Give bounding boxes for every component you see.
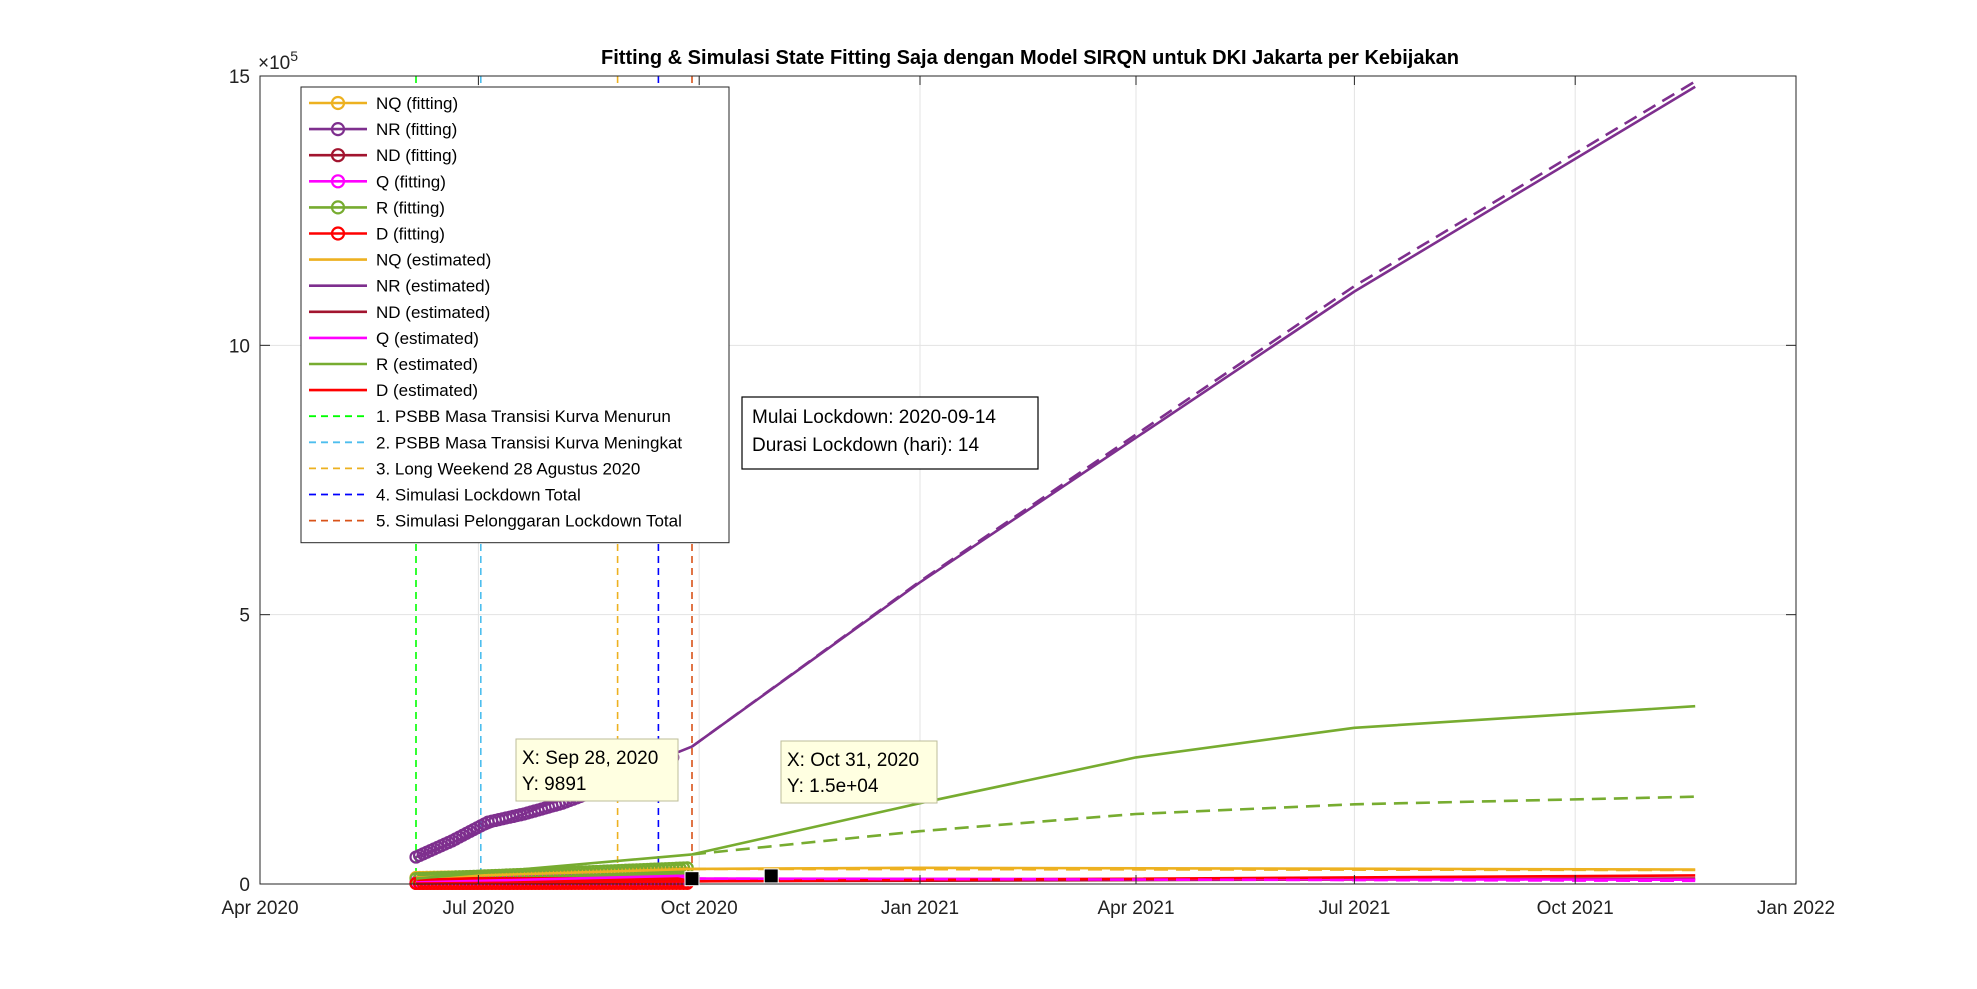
datatip-y: Y: 1.5e+04 — [787, 776, 879, 797]
x-tick-label: Jan 2022 — [1757, 898, 1835, 919]
y-tick-label: 5 — [239, 606, 250, 627]
legend-entry: R (estimated) — [309, 355, 478, 374]
datatip-y: Y: 9891 — [522, 774, 586, 795]
legend-label: NQ (fitting) — [376, 94, 458, 113]
datatip: X: Sep 28, 2020 Y: 9891 — [515, 738, 700, 887]
simulation-line — [691, 80, 1696, 748]
legend-marker — [330, 200, 346, 215]
datatip-box — [515, 738, 679, 802]
legend-entry: 5. Simulasi Pelonggaran Lockdown Total — [309, 512, 682, 531]
legend-label: Q (fitting) — [376, 172, 446, 191]
legend-entry: Q (estimated) — [309, 329, 479, 348]
legend-entry: R (fitting) — [309, 198, 445, 217]
legend-entry: NR (estimated) — [309, 277, 490, 296]
datatip-marker — [684, 871, 700, 887]
legend-label: R (fitting) — [376, 198, 445, 217]
x-tick-label: Jul 2021 — [1318, 898, 1390, 919]
legend-label: 2. PSBB Masa Transisi Kurva Meningkat — [376, 433, 682, 452]
legend-frame — [300, 86, 730, 544]
annotation-frame — [741, 396, 1039, 470]
x-axis: Apr 2020 Jul 2020 Oct 2020 Jan 2021 Apr 2021… — [221, 76, 1835, 919]
datatip: X: Oct 31, 2020 Y: 1.5e+04 — [763, 740, 938, 884]
legend-entry: ND (estimated) — [309, 303, 490, 322]
legend-entry: NQ (estimated) — [309, 251, 491, 270]
lockdown-annotation-box: Mulai Lockdown: 2020-09-14 Durasi Lockdo… — [741, 396, 1039, 470]
legend-label: D (estimated) — [376, 381, 478, 400]
x-tick-label: Apr 2021 — [1097, 898, 1174, 919]
legend-entry: 2. PSBB Masa Transisi Kurva Meningkat — [309, 433, 682, 452]
series-line — [415, 704, 1696, 880]
legend-marker — [330, 148, 346, 163]
annotation-line-start: Mulai Lockdown: 2020-09-14 — [752, 407, 996, 428]
legend-entry: 1. PSBB Masa Transisi Kurva Menurun — [309, 407, 671, 426]
y-axis: 0 5 10 15 — [229, 67, 1796, 896]
legend-entry: NQ (fitting) — [309, 94, 458, 113]
legend-label: Q (estimated) — [376, 329, 479, 348]
legend-label: 1. PSBB Masa Transisi Kurva Menurun — [376, 407, 671, 426]
simulation-line — [691, 867, 1696, 872]
legend-label: NR (estimated) — [376, 277, 490, 296]
simulation-line — [691, 795, 1696, 856]
legend-marker — [330, 174, 346, 189]
x-tick-label: Oct 2021 — [1537, 898, 1614, 919]
datatip-box — [780, 740, 938, 804]
simulation-line — [691, 877, 1696, 883]
legend-entry: ND (fitting) — [309, 146, 457, 165]
legend-entry: D (fitting) — [309, 225, 445, 244]
x-tick-label: Oct 2020 — [661, 898, 738, 919]
x-tick-label: Apr 2020 — [221, 898, 298, 919]
datatip-x: X: Sep 28, 2020 — [522, 748, 658, 769]
legend-entry: D (estimated) — [309, 381, 478, 400]
y-tick-label: 15 — [229, 67, 250, 88]
legend-label: 5. Simulasi Pelonggaran Lockdown Total — [376, 512, 682, 531]
datatip-marker — [763, 868, 779, 884]
legend-entry: Q (fitting) — [309, 172, 446, 191]
legend-marker — [330, 95, 346, 111]
datatips: X: Sep 28, 2020 Y: 9891 X: Oct 31, 2020 Y: … — [515, 738, 938, 887]
legend-label: 3. Long Weekend 28 Agustus 2020 — [376, 459, 640, 478]
legend-label: ND (estimated) — [376, 303, 490, 322]
axes-box — [259, 75, 1797, 885]
legend-label: ND (fitting) — [376, 146, 457, 165]
legend-label: 4. Simulasi Lockdown Total — [376, 486, 581, 505]
x-tick-label: Jul 2020 — [442, 898, 514, 919]
legend-label: NQ (estimated) — [376, 251, 491, 270]
legend-marker — [330, 226, 346, 241]
legend[interactable]: NQ (fitting) NR (fitting) ND (fitting) Q (f… — [300, 86, 730, 544]
y-exponent-label: ×105 — [258, 48, 298, 74]
chart-title: Fitting & Simulasi State Fitting Saja de… — [601, 47, 1459, 69]
legend-entry: NR (fitting) — [309, 120, 457, 139]
y-tick-label: 0 — [239, 875, 250, 896]
legend-marker — [330, 122, 346, 137]
legend-label: NR (fitting) — [376, 120, 457, 139]
annotation-line-duration: Durasi Lockdown (hari): 14 — [752, 435, 979, 456]
legend-entry: 4. Simulasi Lockdown Total — [309, 486, 581, 505]
legend-label: D (fitting) — [376, 225, 445, 244]
x-tick-label: Jan 2021 — [881, 898, 959, 919]
legend-entry: 3. Long Weekend 28 Agustus 2020 — [309, 459, 640, 478]
y-tick-label: 10 — [229, 336, 250, 357]
datatip-x: X: Oct 31, 2020 — [787, 750, 919, 771]
legend-label: R (estimated) — [376, 355, 478, 374]
